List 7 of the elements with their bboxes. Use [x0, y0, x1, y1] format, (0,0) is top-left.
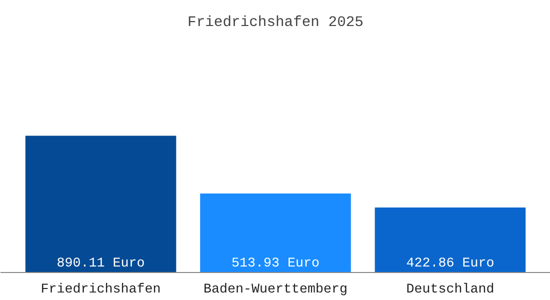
data-label: 422.86 Euro: [406, 256, 494, 272]
x-tick-label: Baden-Wuerttemberg: [204, 282, 348, 298]
chart-title: Friedrichshafen 2025: [188, 15, 364, 31]
data-label: 513.93 Euro: [232, 256, 320, 272]
data-label: 890.11 Euro: [56, 256, 145, 272]
x-tick-label: Deutschland: [406, 282, 494, 298]
x-tick-label: Friedrichshafen: [40, 282, 161, 298]
